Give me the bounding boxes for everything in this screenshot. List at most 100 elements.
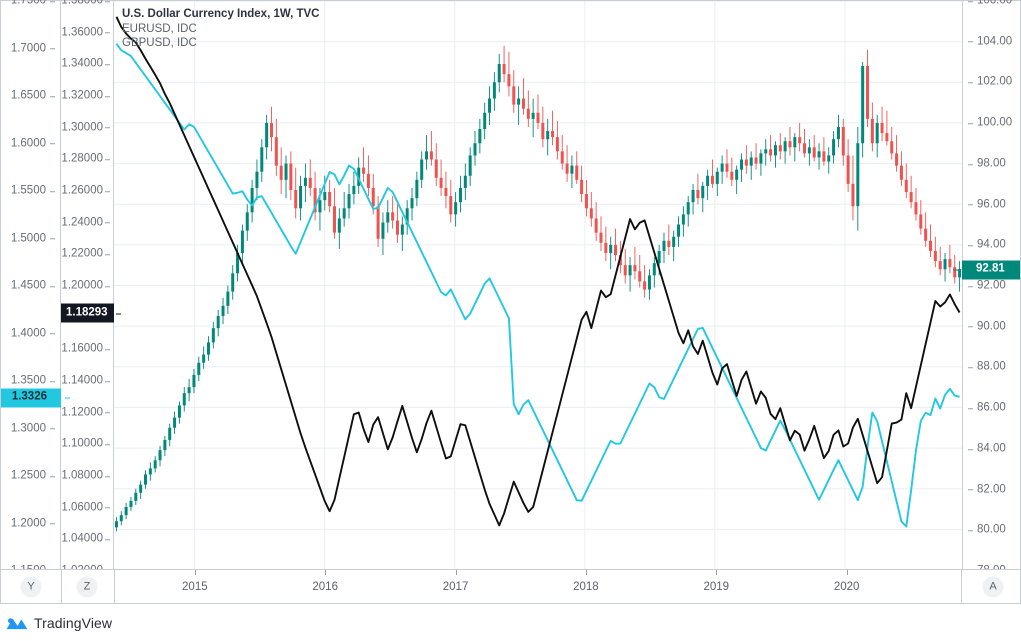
tradingview-logo[interactable]: TradingView <box>6 615 112 631</box>
tick-dash <box>105 222 110 224</box>
price-tick: 1.38000 <box>61 0 110 7</box>
price-tick: 1.08000 <box>61 470 110 482</box>
time-tick-mark <box>585 570 587 575</box>
tick-dash <box>105 159 110 161</box>
price-tick: 1.7500 <box>11 0 55 7</box>
price-tick: 94.00 <box>968 239 1006 252</box>
gbpusd-line-series <box>115 43 960 528</box>
price-tick: 1.14000 <box>61 375 110 387</box>
price-tick: 1.26000 <box>61 185 110 197</box>
price-tick: 1.2500 <box>11 470 55 482</box>
price-tick: 1.12000 <box>61 406 110 419</box>
price-tick: 88.00 <box>968 361 1006 374</box>
tick-dash <box>105 96 110 97</box>
time-tick-mark <box>846 570 848 575</box>
horizontal-gridlines <box>114 1 962 570</box>
price-tick: 1.4000 <box>11 327 55 340</box>
tick-dash <box>105 127 110 129</box>
time-tick-mark <box>325 570 327 575</box>
tick-dash <box>968 163 973 165</box>
dxy-last-price-badge: 92.81 <box>953 260 1020 279</box>
chart-plot-area[interactable] <box>114 1 962 570</box>
right-scale-toggle-button[interactable]: A <box>982 576 1004 597</box>
price-tick: 1.3500 <box>11 375 55 387</box>
eurusd-last-price-badge: 1.18293 <box>61 303 121 323</box>
second-scale-toggle-button[interactable]: Z <box>76 576 98 597</box>
tick-dash <box>50 48 55 50</box>
price-tick: 98.00 <box>968 158 1006 170</box>
time-scale-divider-2 <box>114 570 115 603</box>
tick-dash <box>968 1 973 2</box>
price-tick: 1.16000 <box>61 343 110 356</box>
price-tick: 1.2000 <box>11 517 55 530</box>
tick-dash <box>105 476 110 477</box>
tick-dash <box>105 254 110 256</box>
time-tick-label: 2018 <box>573 580 599 593</box>
price-tick: 1.28000 <box>61 153 110 166</box>
left-scale-toggle-button[interactable]: Y <box>20 576 42 597</box>
tick-dash <box>105 286 110 287</box>
tick-dash <box>105 412 110 414</box>
time-tick-label: 2017 <box>442 580 469 593</box>
price-tick: 82.00 <box>968 483 1006 496</box>
price-tick: 84.00 <box>968 443 1006 455</box>
price-tick: 1.4500 <box>11 280 55 292</box>
chart-canvas <box>114 1 962 570</box>
tick-dash <box>50 143 55 145</box>
price-tick: 1.20000 <box>61 280 110 292</box>
price-tick: 1.34000 <box>61 58 110 71</box>
tick-dash <box>968 82 973 84</box>
price-tick: 104.00 <box>968 35 1012 48</box>
gbpusd-price-scale[interactable]: 1.7500 1.7000 1.6500 1.6000 1.5500 1.5000 1.45… <box>1 0 61 576</box>
price-tick: 1.36000 <box>61 26 110 39</box>
tick-dash <box>50 476 55 477</box>
tick-dash <box>105 539 110 541</box>
tick-dash <box>968 286 973 287</box>
chart-frame: U.S. Dollar Currency Index, 1W, TVC EURU… <box>0 0 1021 604</box>
time-tick-mark <box>716 570 718 575</box>
eurusd-price-scale[interactable]: 1.38000 1.36000 1.34000 1.32000 1.30000 1.280… <box>61 0 114 576</box>
price-tick: 92.00 <box>968 280 1006 292</box>
tick-dash <box>105 191 110 192</box>
eurusd-line-series <box>115 16 961 527</box>
tradingview-logo-icon <box>6 617 28 629</box>
tick-dash <box>50 523 55 525</box>
price-tick: 1.24000 <box>61 216 110 229</box>
price-tick: 1.04000 <box>61 533 110 546</box>
badge-dash <box>116 313 121 315</box>
time-tick-label: 2015 <box>182 580 208 593</box>
time-scale[interactable]: Y Z A 2015 2016 2017 2018 2019 2020 <box>1 569 1020 603</box>
tick-dash <box>968 408 973 410</box>
tick-dash <box>50 428 55 430</box>
tick-dash <box>50 381 55 382</box>
price-tick: 1.22000 <box>61 248 110 261</box>
price-tick: 90.00 <box>968 320 1006 333</box>
tick-dash <box>50 333 55 335</box>
tick-dash <box>105 32 110 34</box>
tick-dash <box>968 326 973 328</box>
price-tick: 106.00 <box>968 0 1012 7</box>
tick-dash <box>968 123 973 125</box>
tradingview-wordmark: TradingView <box>34 614 113 631</box>
price-tick: 1.06000 <box>61 501 110 514</box>
tick-dash <box>50 238 55 240</box>
price-tick: 1.6000 <box>11 137 55 150</box>
tick-dash <box>105 349 110 351</box>
price-tick: 86.00 <box>968 402 1006 414</box>
badge-dash <box>953 269 958 271</box>
tick-dash <box>968 448 973 450</box>
price-tick: 1.3000 <box>11 422 55 435</box>
footer: TradingView <box>0 604 1021 641</box>
dxy-candlestick-series <box>114 45 962 532</box>
tick-dash <box>968 367 973 369</box>
time-tick-mark <box>194 570 196 575</box>
price-tick: 1.5500 <box>11 185 55 197</box>
dxy-price-scale[interactable]: 106.00 104.00 102.00 100.00 98.00 96.00 94.00 9… <box>962 0 1020 576</box>
tick-dash <box>105 381 110 382</box>
price-tick: 1.6500 <box>11 90 55 102</box>
price-tick: 1.5000 <box>11 232 55 245</box>
tick-dash <box>105 64 110 66</box>
time-tick-mark <box>455 570 457 575</box>
tick-dash <box>50 286 55 287</box>
